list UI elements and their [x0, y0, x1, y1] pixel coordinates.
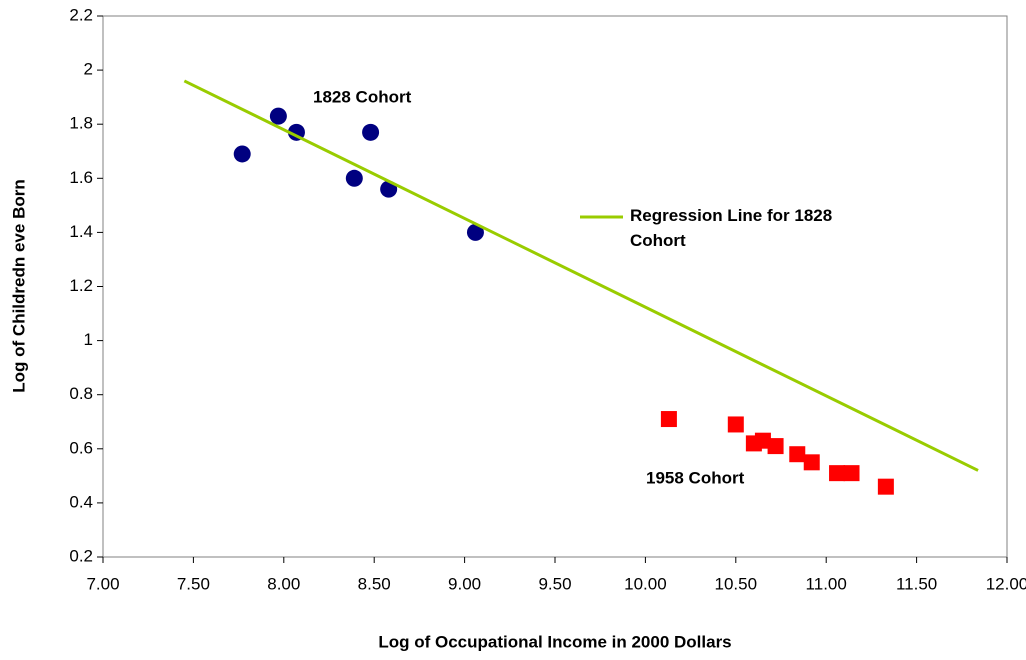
point [803, 454, 820, 471]
series-label: 1828 Cohort [313, 87, 412, 106]
point [466, 223, 484, 241]
y-tick-label: 0.4 [69, 492, 93, 511]
point [362, 123, 380, 141]
point [767, 438, 784, 455]
y-tick-label: 1.2 [69, 276, 93, 295]
x-tick-label: 9.00 [448, 574, 481, 593]
y-tick-label: 0.6 [69, 438, 93, 457]
x-tick-label: 9.50 [538, 574, 571, 593]
legend-label: Regression Line for 1828 Cohort [630, 206, 832, 250]
x-tick-label: 7.00 [86, 574, 119, 593]
point [345, 169, 363, 187]
x-tick-label: 10.00 [624, 574, 667, 593]
x-tick-label: 12.00 [986, 574, 1026, 593]
x-tick-label: 7.50 [177, 574, 210, 593]
regression-line [183, 79, 979, 472]
legend-line: Cohort [630, 231, 686, 250]
point [754, 432, 771, 449]
point [877, 478, 894, 495]
x-tick-label: 8.00 [267, 574, 300, 593]
x-tick-label: 11.00 [806, 574, 847, 593]
y-tick-label: 0.2 [69, 546, 93, 565]
x-axis-title: Log of Occupational Income in 2000 Dolla… [378, 632, 731, 651]
point [843, 465, 860, 482]
point [727, 416, 744, 433]
x-tick-label: 10.50 [715, 574, 758, 593]
y-axis-title: Log of Childredn eve Born [9, 179, 28, 392]
point [233, 145, 251, 163]
point [660, 411, 677, 428]
y-tick-label: 1 [84, 330, 93, 349]
y-tick-label: 0.8 [69, 384, 93, 403]
y-tick-label: 2.2 [69, 5, 93, 24]
y-tick-label: 1.6 [69, 168, 93, 187]
x-tick-label: 8.50 [358, 574, 391, 593]
point [269, 107, 287, 125]
y-tick-label: 2 [84, 60, 93, 79]
series-label: 1958 Cohort [646, 468, 745, 487]
point [789, 446, 806, 463]
x-tick-label: 11.50 [896, 574, 937, 593]
y-tick-label: 1.4 [69, 222, 93, 241]
legend-line: Regression Line for 1828 [630, 206, 832, 225]
y-tick-label: 1.8 [69, 114, 93, 133]
point [829, 465, 846, 482]
